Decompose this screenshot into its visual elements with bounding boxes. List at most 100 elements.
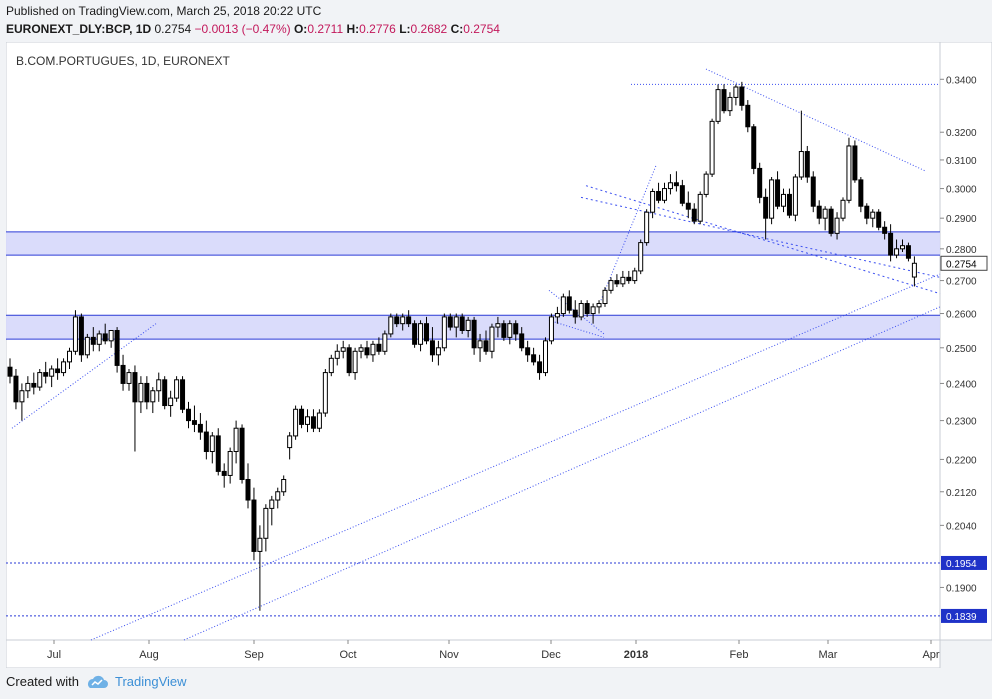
low-value: 0.2682 bbox=[410, 22, 448, 36]
price-axis[interactable] bbox=[939, 42, 992, 641]
candles-layer bbox=[7, 81, 917, 611]
candle-body bbox=[418, 323, 424, 345]
high-value: 0.2776 bbox=[359, 22, 396, 36]
candle-body bbox=[656, 190, 662, 201]
candle-body bbox=[739, 86, 745, 106]
candle-body bbox=[905, 245, 911, 259]
time-axis[interactable] bbox=[6, 639, 941, 668]
candle-body bbox=[858, 179, 864, 207]
candle-body bbox=[233, 427, 239, 453]
candle-body bbox=[72, 316, 78, 352]
candle-body bbox=[483, 340, 489, 352]
candle-body bbox=[608, 280, 614, 291]
candle-body bbox=[358, 347, 364, 352]
candle-body bbox=[519, 333, 525, 349]
candle-body bbox=[96, 333, 102, 345]
candle-body bbox=[798, 151, 804, 178]
candle-body bbox=[132, 372, 138, 403]
y-tick-label: 0.2600 bbox=[946, 310, 977, 321]
level-price-label: 0.1954 bbox=[946, 559, 977, 570]
x-axis-label: Feb bbox=[730, 649, 749, 661]
candle-body bbox=[703, 173, 709, 195]
candle-body bbox=[400, 316, 406, 325]
candle-body bbox=[388, 316, 394, 335]
candle-body bbox=[310, 416, 316, 429]
candle-body bbox=[626, 276, 632, 282]
candle-body bbox=[334, 350, 340, 359]
candle-body bbox=[602, 289, 608, 305]
level-price-tag bbox=[941, 555, 987, 570]
candle-body bbox=[554, 313, 560, 318]
tradingview-link[interactable]: TradingView bbox=[114, 674, 187, 689]
candle-body bbox=[162, 379, 168, 407]
candle-body bbox=[61, 361, 67, 374]
candle-body bbox=[435, 347, 441, 356]
last-price-label: 0.2754 bbox=[946, 259, 977, 270]
candle-body bbox=[578, 303, 584, 318]
candle-body bbox=[263, 507, 269, 539]
candle-body bbox=[786, 193, 792, 216]
candle-body bbox=[239, 427, 245, 480]
candle-body bbox=[322, 372, 328, 414]
candle-body bbox=[543, 340, 548, 374]
candle-body bbox=[584, 303, 590, 315]
candle-body bbox=[870, 211, 876, 219]
candle-body bbox=[590, 306, 596, 315]
candle-body bbox=[424, 323, 429, 342]
candle-body bbox=[888, 232, 894, 256]
candle-body bbox=[382, 333, 388, 352]
published-caption: Published on TradingView.com, March 25, … bbox=[6, 4, 322, 18]
candle-body bbox=[697, 193, 703, 222]
x-axis-label: Dec bbox=[541, 649, 561, 661]
candle-body bbox=[257, 537, 263, 552]
candle-body bbox=[150, 390, 156, 403]
trendlines-layer bbox=[11, 68, 941, 641]
candle-body bbox=[406, 316, 412, 325]
open-label: O: bbox=[293, 22, 308, 36]
candle-body bbox=[174, 379, 180, 399]
candle-body bbox=[180, 379, 186, 410]
price-chart[interactable]: B.COM.PORTUGUES, 1D, EURONEXT 0.3400 0.32… bbox=[6, 42, 992, 668]
candle-body bbox=[251, 499, 257, 552]
y-tick-label: 0.3200 bbox=[946, 128, 977, 139]
candle-body bbox=[662, 188, 667, 201]
candle-body bbox=[465, 319, 471, 331]
x-axis-label: Aug bbox=[139, 649, 159, 661]
close-value: 0.2754 bbox=[463, 22, 500, 36]
last-price: 0.2754 bbox=[154, 22, 192, 36]
candle-body bbox=[346, 347, 352, 374]
candle-body bbox=[882, 226, 888, 234]
candle-body bbox=[763, 196, 769, 219]
candle-body bbox=[275, 491, 281, 501]
candle-body bbox=[691, 208, 697, 222]
candle-body bbox=[685, 202, 691, 210]
candle-body bbox=[673, 182, 679, 187]
y-tick-label: 0.2040 bbox=[946, 521, 977, 532]
y-axis-ticks: 0.3400 0.3200 0.3100 0.3000 0.2900 0.2800 0.27… bbox=[940, 75, 977, 594]
tradingview-cloud-icon bbox=[87, 675, 108, 688]
candle-body bbox=[852, 145, 858, 181]
y-tick-label: 0.2900 bbox=[946, 214, 977, 225]
candle-body bbox=[537, 361, 543, 374]
candle-body bbox=[840, 199, 846, 219]
candle-body bbox=[120, 364, 126, 384]
candle-body bbox=[721, 89, 727, 112]
y-tick-label: 0.2800 bbox=[946, 245, 977, 256]
candle-body bbox=[638, 242, 644, 272]
y-tick-label: 0.2400 bbox=[946, 379, 977, 390]
close-label: C: bbox=[450, 22, 464, 36]
candle-body bbox=[733, 86, 739, 98]
x-axis-label: Apr bbox=[922, 649, 939, 661]
candle-body bbox=[781, 193, 786, 207]
candle-body bbox=[828, 208, 834, 234]
candle-body bbox=[548, 316, 554, 342]
candle-body bbox=[269, 499, 275, 509]
candle-body bbox=[471, 319, 477, 349]
candle-body bbox=[441, 316, 447, 349]
candle-body bbox=[667, 182, 673, 190]
candle-body bbox=[293, 408, 299, 437]
x-axis-label: Sep bbox=[244, 649, 264, 661]
candle-body bbox=[191, 420, 197, 425]
candle-body bbox=[453, 316, 459, 328]
candle-body bbox=[144, 382, 150, 403]
